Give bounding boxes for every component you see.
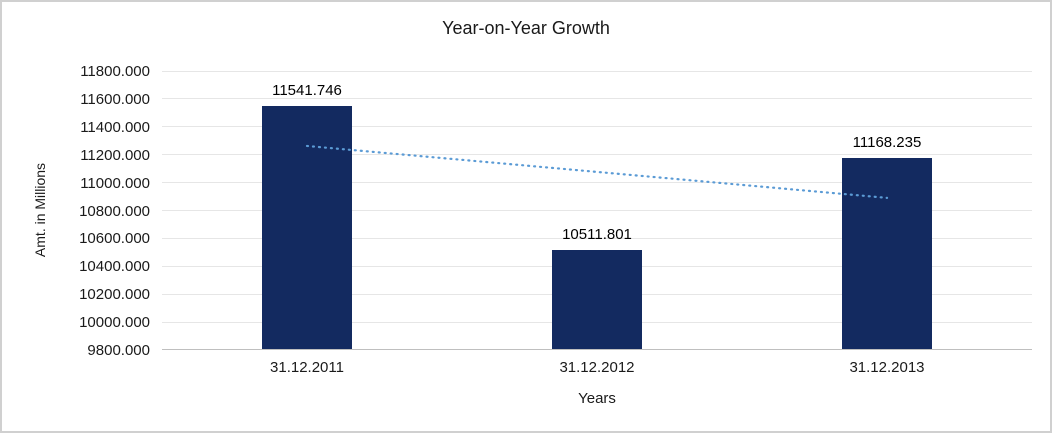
y-tick-label: 10200.000	[79, 286, 150, 304]
gridline	[162, 237, 1032, 239]
chart-title: Year-on-Year Growth	[442, 18, 610, 38]
x-tick-label: 31.12.2013	[849, 359, 925, 376]
y-tick-label: 10600.000	[79, 230, 150, 248]
gridline	[162, 70, 1032, 72]
y-tick-label: 10400.000	[79, 258, 150, 276]
y-tick-label: 10800.000	[79, 202, 150, 220]
bar-value-label: 11541.746	[272, 82, 342, 100]
y-tick-label: 11600.000	[80, 90, 150, 108]
bar	[552, 249, 642, 349]
plot-area: 11541.746 10511.801 11168.235	[162, 70, 1032, 350]
y-tick-label: 11200.000	[80, 146, 150, 164]
gridline	[162, 126, 1032, 128]
x-axis-title: Years	[578, 390, 616, 407]
bar-value-label: 10511.801	[562, 225, 632, 243]
y-tick-label: 10000.000	[79, 314, 150, 332]
bar-value-label: 11168.235	[852, 134, 922, 152]
bar	[262, 106, 352, 349]
y-tick-label: 11800.000	[80, 63, 150, 80]
x-tick-label: 31.12.2011	[270, 359, 344, 376]
y-tick-label: 11400.000	[80, 118, 150, 136]
y-tick-label: 9800.000	[87, 342, 150, 359]
gridline	[162, 210, 1032, 211]
gridline	[162, 98, 1032, 100]
x-tick-label: 31.12.2012	[559, 359, 635, 376]
y-tick-label: 11000.000	[80, 174, 150, 192]
bar	[842, 158, 932, 349]
